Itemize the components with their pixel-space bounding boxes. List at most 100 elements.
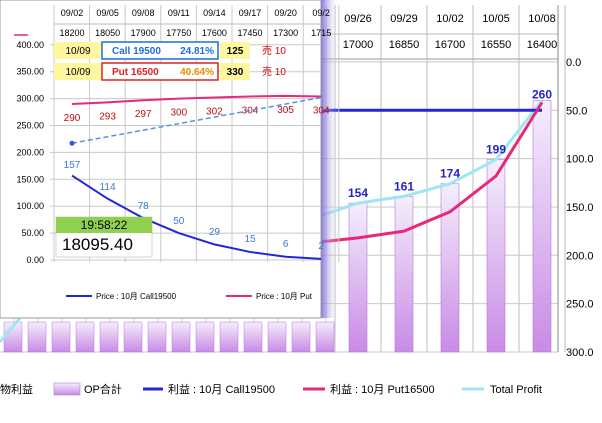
- inset-dashed-line: [71, 96, 322, 144]
- call-row-side: 売 10: [262, 44, 286, 57]
- put-row-date: 10/09: [65, 67, 90, 78]
- main-date-label: 10/08: [528, 13, 556, 25]
- clock-time: 19:58:22: [56, 217, 152, 233]
- inset-put-label: 297: [135, 109, 152, 120]
- call-row-date-bg: [54, 42, 101, 59]
- inset-put-label: 293: [99, 111, 116, 122]
- data-label: 154: [348, 186, 368, 200]
- put-row-value-bg: [220, 63, 250, 80]
- y-axis-tick-label: 50.0: [566, 105, 587, 117]
- inset-put-label: 300: [170, 108, 187, 119]
- call-profit-line: [321, 108, 542, 114]
- main-strike-label: 16550: [481, 39, 512, 51]
- put-row-value: 330: [227, 67, 244, 78]
- inset-call-label: 157: [64, 160, 81, 171]
- legend-call-profit: 利益 : 10月 Call19500: [168, 382, 275, 396]
- inset-put-label: 290: [64, 113, 81, 124]
- inset-legend-put: Price : 10月 Put: [256, 292, 313, 301]
- bar: [291, 321, 311, 353]
- inset-put-label: 302: [206, 107, 223, 118]
- inset-date-label: 09/08: [132, 8, 155, 18]
- inset-strike-label: 1715: [311, 28, 331, 38]
- bar: [532, 100, 552, 353]
- inset-y-tick: 200.00: [16, 147, 44, 157]
- inset-y-tick: 250.00: [16, 121, 44, 131]
- inset-y-tick: 400.00: [16, 40, 44, 50]
- call-row-value: 125: [227, 46, 244, 57]
- y-axis-tick-label: 0.0: [566, 57, 581, 69]
- inset-strike-label: 17300: [273, 28, 298, 38]
- data-label: 260: [532, 88, 552, 102]
- total-profit-line: [317, 99, 544, 219]
- put-row-date-bg: [54, 63, 101, 80]
- inset-call-label: 78: [138, 201, 150, 212]
- y-axis-tick-label: 150.0: [566, 202, 594, 214]
- inset-y-tick: 50.00: [21, 228, 44, 238]
- y-axis-tick-label: 250.0: [566, 299, 594, 311]
- put-profit-line: [321, 101, 544, 244]
- inset-y-tick: 300.00: [16, 94, 44, 104]
- bar: [75, 321, 95, 353]
- bar: [171, 321, 191, 353]
- inset-dashed-start-point: [69, 140, 75, 146]
- call-row-date: 10/09: [65, 46, 90, 57]
- inset-date-label: 09/17: [239, 8, 262, 18]
- inset-date-label: 09/14: [203, 8, 226, 18]
- inset-call-label: 6: [283, 239, 289, 250]
- inset-strike-label: 17450: [237, 28, 262, 38]
- bar: [440, 183, 460, 353]
- inset-strike-label: 17750: [166, 28, 191, 38]
- legend-op-total: OP合計: [84, 382, 122, 396]
- bar: [315, 321, 335, 353]
- put-row-pct: 40.64%: [180, 67, 214, 78]
- data-label: 174: [440, 167, 460, 181]
- inset-date-label: 09/20: [274, 8, 297, 18]
- index-price: 18095.40: [62, 235, 133, 254]
- inset-y-tick: 100.00: [16, 201, 44, 211]
- inset-y-tick: 150.00: [16, 174, 44, 184]
- inset-legend-call: Price : 10月 Call19500: [96, 292, 177, 301]
- bar: [348, 202, 368, 353]
- put-row-side: 売 10: [262, 65, 286, 78]
- legend-op-total-swatch: [53, 382, 81, 396]
- legend-stock-profit: 物利益: [0, 382, 33, 396]
- main-strike-label: 16700: [435, 39, 466, 51]
- main-strike-label: 16850: [389, 39, 420, 51]
- call-row-pct: 24.81%: [180, 46, 214, 57]
- bar: [243, 321, 263, 353]
- call-row-label: Call 19500: [112, 46, 161, 57]
- inset-y-tick: 0.00: [26, 255, 44, 265]
- inset-date-label: 09/11: [168, 8, 190, 18]
- inset-strike-label: 17900: [131, 28, 156, 38]
- inset-strike-label: 18200: [59, 28, 84, 38]
- y-axis-tick-label: 200.0: [566, 250, 594, 262]
- bar: [51, 321, 71, 353]
- inset-put-line: [71, 94, 322, 105]
- inset-call-label: 29: [209, 227, 221, 238]
- main-date-label: 09/26: [344, 13, 372, 25]
- main-strike-label: 17000: [343, 39, 374, 51]
- data-label: 199: [486, 143, 506, 157]
- bar: [394, 196, 414, 353]
- inset-put-label: 305: [277, 105, 294, 116]
- put-row-box: [101, 62, 219, 81]
- inset-date-label: 09/2: [312, 8, 330, 18]
- inset-date-label: 09/02: [61, 8, 84, 18]
- inset-call-line: [71, 174, 322, 260]
- main-date-label: 09/29: [390, 13, 418, 25]
- inset-y-tick: 350.00: [16, 67, 44, 77]
- y-axis-tick-label: 300.0: [566, 347, 594, 359]
- inset-call-label: 15: [244, 234, 256, 245]
- inset-date-label: 09/05: [96, 8, 119, 18]
- inset-strike-label: 17600: [202, 28, 227, 38]
- main-strike-label: 16400: [527, 39, 558, 51]
- bar: [99, 321, 119, 353]
- main-date-label: 10/02: [436, 13, 464, 25]
- inset-call-label: 50: [173, 216, 185, 227]
- inset-shadow: [321, 0, 339, 318]
- inset-chart: 09/02 18200 09/05 18050 09/08 17900 09/11 17750…: [0, 0, 340, 319]
- bar: [219, 321, 239, 353]
- inset-call-label: 2: [318, 241, 324, 252]
- y-axis-tick-label: 100.0: [566, 154, 594, 166]
